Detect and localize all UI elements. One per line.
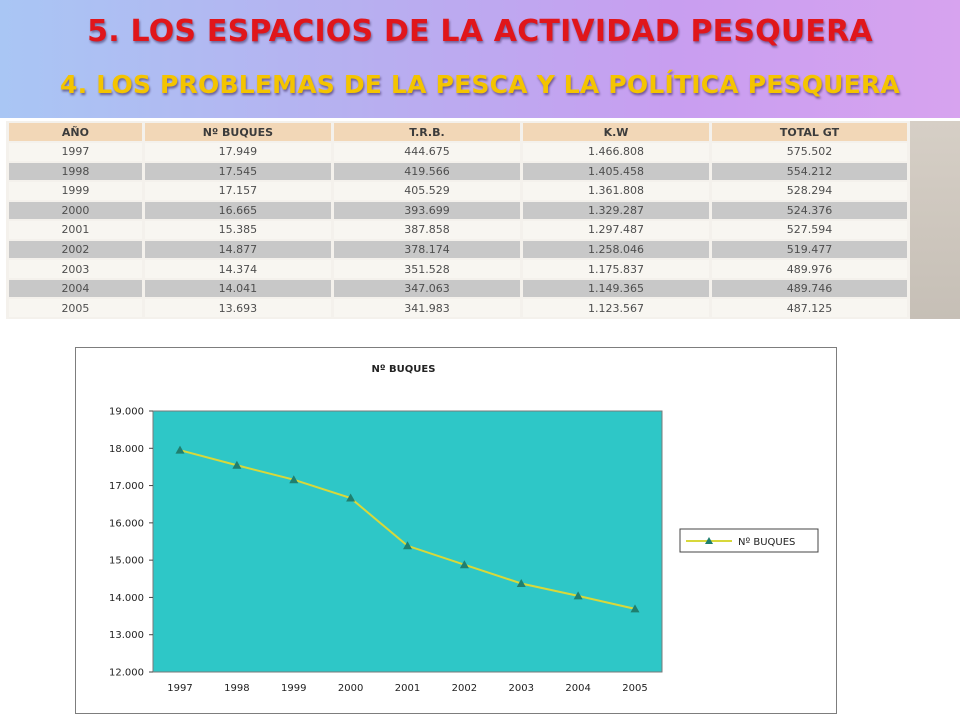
table-row: 2004 14.041 347.063 1.149.365 489.746	[9, 279, 907, 298]
table-cell: 1.175.837	[522, 260, 710, 278]
table-cell: 1.258.046	[522, 240, 710, 259]
legend-marker	[705, 537, 713, 544]
x-tick-label: 1999	[281, 683, 306, 694]
legend-label: Nº BUQUES	[738, 537, 795, 548]
table-cell: 405.529	[333, 182, 520, 200]
y-tick-label: 19.000	[109, 407, 144, 418]
y-tick-label: 16.000	[109, 518, 144, 529]
x-tick-label: 2004	[565, 683, 590, 694]
line-chart: Nº BUQUES 12.000 13.000 14.000 15.000 16.000 1…	[109, 364, 819, 694]
table-cell: 2004	[9, 279, 142, 298]
table-cell: 2001	[9, 221, 142, 239]
table-cell: 2002	[9, 240, 142, 259]
table-cell: 17.545	[144, 162, 331, 181]
slide-title: 5. LOS ESPACIOS DE LA ACTIVIDAD PESQUERA	[87, 14, 873, 49]
table-row: 2003 14.374 351.528 1.175.837 489.976	[9, 260, 907, 278]
x-tick-label: 2002	[452, 683, 477, 694]
y-tick-label: 18.000	[109, 444, 144, 455]
table-cell: 378.174	[333, 240, 520, 259]
table-cell: 528.294	[712, 182, 907, 200]
table-cell: 554.212	[712, 162, 907, 181]
slide-header: 5. LOS ESPACIOS DE LA ACTIVIDAD PESQUERA…	[0, 0, 960, 118]
chart-container: Nº BUQUES 12.000 13.000 14.000 15.000 16.000 1…	[75, 347, 837, 714]
table-cell: 2000	[9, 201, 142, 220]
data-table: AÑO Nº BUQUES T.R.B. K.W TOTAL GT 1997 17…	[6, 121, 910, 319]
y-tick-label: 12.000	[109, 668, 144, 679]
x-tick-label: 1998	[224, 683, 249, 694]
y-tick-label: 15.000	[109, 556, 144, 567]
table-cell: 1997	[9, 143, 142, 161]
table-cell: 1.297.487	[522, 221, 710, 239]
table-row: 1998 17.545 419.566 1.405.458 554.212	[9, 162, 907, 181]
table-cell: 1999	[9, 182, 142, 200]
table-cell: 1.466.808	[522, 143, 710, 161]
table-cell: 444.675	[333, 143, 520, 161]
table-cell: 1.123.567	[522, 299, 710, 317]
slide-subtitle: 4. LOS PROBLEMAS DE LA PESCA Y LA POLÍTI…	[60, 70, 900, 99]
fleet-data-table: AÑO Nº BUQUES T.R.B. K.W TOTAL GT 1997 17…	[6, 121, 910, 319]
table-cell: 1.329.287	[522, 201, 710, 220]
y-tick-label: 17.000	[109, 481, 144, 492]
table-cell: 2005	[9, 299, 142, 317]
data-point	[175, 445, 185, 454]
chart-title: Nº BUQUES	[372, 364, 436, 375]
table-cell: 387.858	[333, 221, 520, 239]
data-point	[346, 493, 356, 502]
table-cell: 341.983	[333, 299, 520, 317]
table-cell: 351.528	[333, 260, 520, 278]
table-cell: 1.361.808	[522, 182, 710, 200]
table-cell: 15.385	[144, 221, 331, 239]
table-header-row: AÑO Nº BUQUES T.R.B. K.W TOTAL GT	[9, 123, 907, 141]
table-row: 2005 13.693 341.983 1.123.567 487.125	[9, 299, 907, 317]
data-point	[289, 475, 299, 484]
table-cell: 17.949	[144, 143, 331, 161]
table-cell: 1.149.365	[522, 279, 710, 298]
x-tick-label: 2000	[338, 683, 363, 694]
legend-box	[679, 528, 819, 553]
table-row: 2001 15.385 387.858 1.297.487 527.594	[9, 221, 907, 239]
column-header: Nº BUQUES	[144, 123, 331, 141]
column-header: AÑO	[9, 123, 142, 141]
table-cell: 419.566	[333, 162, 520, 181]
table-cell: 519.477	[712, 240, 907, 259]
table-cell: 16.665	[144, 201, 331, 220]
table-cell: 14.877	[144, 240, 331, 259]
table-row: 1997 17.949 444.675 1.466.808 575.502	[9, 143, 907, 161]
x-tick-label: 2001	[395, 683, 420, 694]
table-cell: 14.374	[144, 260, 331, 278]
table-cell: 13.693	[144, 299, 331, 317]
table-cell: 1998	[9, 162, 142, 181]
data-point	[516, 578, 526, 587]
data-point	[403, 541, 412, 550]
table-cell: 1.405.458	[522, 162, 710, 181]
column-header: T.R.B.	[333, 123, 520, 141]
table-edge-strip	[910, 121, 960, 319]
table-row: 2002 14.877 378.174 1.258.046 519.477	[9, 240, 907, 259]
table-cell: 524.376	[712, 201, 907, 220]
table-cell: 527.594	[712, 221, 907, 239]
table-cell: 347.063	[333, 279, 520, 298]
table-cell: 489.746	[712, 279, 907, 298]
y-tick-label: 13.000	[109, 630, 144, 641]
data-point	[573, 591, 583, 600]
table-cell: 17.157	[144, 182, 331, 200]
table-row: 2000 16.665 393.699 1.329.287 524.376	[9, 201, 907, 220]
x-tick-label: 1997	[167, 683, 192, 694]
data-point	[630, 604, 640, 613]
data-point	[232, 460, 242, 469]
table-cell: 487.125	[712, 299, 907, 317]
table-row: 1999 17.157 405.529 1.361.808 528.294	[9, 182, 907, 200]
x-tick-label: 2003	[509, 683, 534, 694]
column-header: TOTAL GT	[712, 123, 907, 141]
y-tick-label: 14.000	[109, 593, 144, 604]
table-cell: 14.041	[144, 279, 331, 298]
table-cell: 575.502	[712, 143, 907, 161]
data-point	[459, 560, 469, 569]
x-tick-label: 2005	[622, 683, 647, 694]
column-header: K.W	[522, 123, 710, 141]
table-cell: 489.976	[712, 260, 907, 278]
table-cell: 2003	[9, 260, 142, 278]
table-cell: 393.699	[333, 201, 520, 220]
